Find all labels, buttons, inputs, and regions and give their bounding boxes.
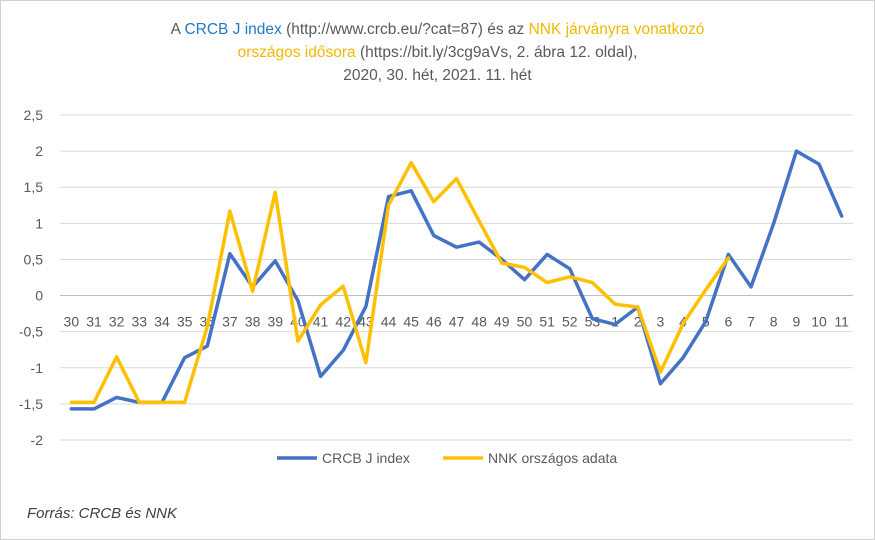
x-tick-label: 44 bbox=[381, 314, 397, 330]
title-crcb: CRCB J index bbox=[184, 21, 282, 38]
legend-label-0: CRCB J index bbox=[322, 450, 410, 466]
y-tick-label: 2 bbox=[35, 143, 43, 159]
y-tick-label: 0,5 bbox=[24, 251, 44, 267]
x-tick-label: 38 bbox=[245, 314, 261, 330]
x-tick-label: 33 bbox=[132, 314, 148, 330]
x-tick-label: 30 bbox=[64, 314, 80, 330]
x-tick-label: 9 bbox=[792, 314, 800, 330]
y-tick-label: -1,5 bbox=[19, 396, 43, 412]
x-tick-label: 8 bbox=[770, 314, 778, 330]
x-tick-label: 31 bbox=[86, 314, 102, 330]
x-axis: 30 31 32 33 34 35 36 37 38 39 40 41 42 43 44 45 46 47 48 49… bbox=[60, 295, 853, 330]
x-tick-label: 1 bbox=[611, 314, 619, 330]
x-tick-label: 37 bbox=[222, 314, 238, 330]
series-line-0 bbox=[69, 149, 844, 411]
y-tick-label: 0 bbox=[35, 288, 43, 304]
x-tick-label: 10 bbox=[811, 314, 827, 330]
x-tick-label: 50 bbox=[517, 314, 533, 330]
y-tick-label: -1 bbox=[31, 360, 44, 376]
title-nnk: NNK járványra vonatkozó bbox=[528, 21, 705, 38]
x-tick-label: 51 bbox=[539, 314, 555, 330]
x-tick-label: 48 bbox=[471, 314, 487, 330]
series-lines bbox=[69, 149, 844, 411]
x-tick-label: 53 bbox=[585, 314, 601, 330]
x-tick-label: 6 bbox=[724, 314, 732, 330]
title-text-url: (http://www.crcb.eu/?cat=87) és az bbox=[281, 21, 529, 38]
y-tick-label: -2 bbox=[31, 432, 44, 448]
chart-title: A CRCB J index (http://www.crcb.eu/?cat=… bbox=[40, 18, 835, 87]
y-tick-label: 2,5 bbox=[24, 107, 44, 123]
x-tick-label: 47 bbox=[449, 314, 465, 330]
x-tick-label: 7 bbox=[747, 314, 755, 330]
series-line-1 bbox=[69, 160, 731, 405]
legend-label-1: NNK országos adata bbox=[488, 450, 617, 466]
title-period: 2020, 30. hét, 2021. 11. hét bbox=[343, 67, 532, 84]
title-text: A bbox=[170, 21, 185, 38]
gridlines bbox=[60, 114, 853, 441]
y-axis-ticks: 2,5 2 1,5 1 0,5 0 -0,5 -1 -1,5 -2 bbox=[19, 107, 43, 448]
x-tick-label: 34 bbox=[154, 314, 170, 330]
source-note: Forrás: CRCB és NNK bbox=[27, 505, 178, 522]
title-nnk-cont: országos idősora bbox=[237, 44, 356, 61]
y-tick-label: 1 bbox=[35, 215, 43, 231]
x-tick-label: 32 bbox=[109, 314, 125, 330]
x-tick-label: 42 bbox=[335, 314, 351, 330]
x-tick-label: 41 bbox=[313, 314, 329, 330]
x-tick-label: 3 bbox=[657, 314, 665, 330]
x-tick-label: 2 bbox=[634, 314, 642, 330]
x-tick-label: 35 bbox=[177, 314, 193, 330]
x-tick-label: 52 bbox=[562, 314, 578, 330]
legend: CRCB J index NNK országos adata bbox=[277, 450, 617, 466]
x-tick-label: 11 bbox=[834, 314, 849, 330]
y-tick-label: 1,5 bbox=[24, 179, 44, 195]
title-link: (https://bit.ly/3cg9aVs, 2. ábra 12. old… bbox=[355, 44, 638, 61]
x-tick-label: 45 bbox=[403, 314, 419, 330]
y-tick-label: -0,5 bbox=[19, 324, 43, 340]
x-tick-label: 46 bbox=[426, 314, 442, 330]
x-tick-label: 39 bbox=[267, 314, 283, 330]
x-tick-label: 49 bbox=[494, 314, 510, 330]
